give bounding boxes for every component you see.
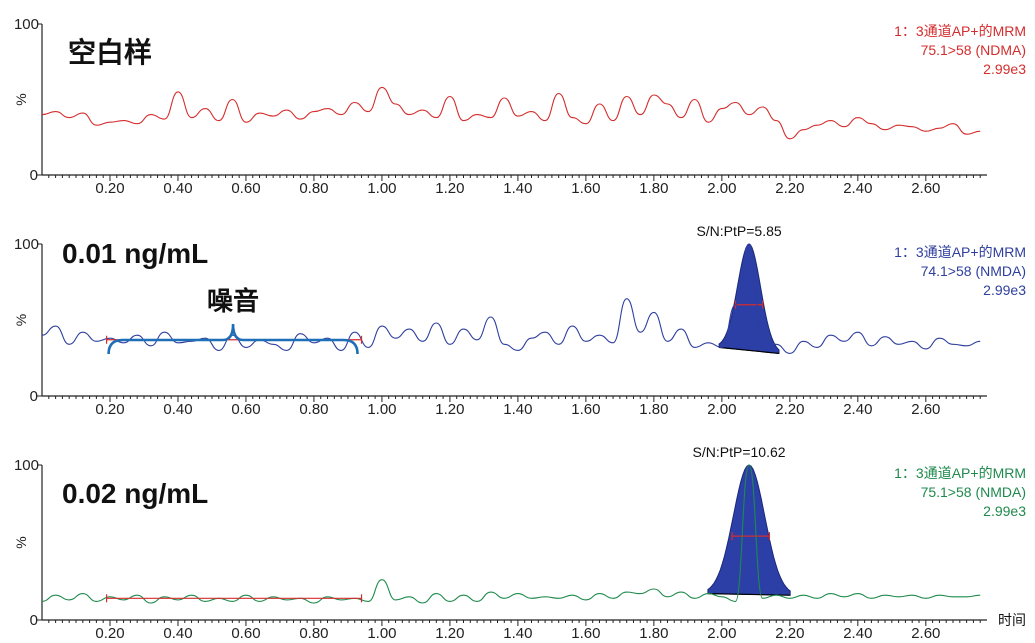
trace-info-line: 1：3通道AP+的MRM [894,465,1026,481]
x-tick-label: 1.20 [435,401,464,418]
x-tick-label: 0.80 [299,625,328,642]
trace-info-line: 2.99e3 [983,61,1026,77]
x-tick-label: 2.60 [911,625,940,642]
y-tick-label: 100 [14,16,39,33]
y-tick-label: 0 [30,612,38,629]
chromatogram-panel-1: 100 0% 0.20 0.40 0.60 0.80 1.00 1.20 1.40 1.60 1.8… [13,16,1026,197]
x-tick-label: 2.20 [775,401,804,418]
x-tick-label: 1.40 [503,180,532,197]
x-tick-label: 2.00 [707,180,736,197]
x-tick-label: 2.60 [911,401,940,418]
x-tick-label: 1.60 [571,401,600,418]
x-tick-label: 0.20 [95,625,124,642]
x-tick-label: 0.60 [231,625,260,642]
x-tick-label: 1.00 [367,401,396,418]
integrated-peak [707,464,791,596]
chromatogram-panel-2: 100 0% 0.20 0.40 0.60 0.80 1.00 1.20 1.40 1.60 1.8… [13,223,1026,418]
trace-info-line: 1：3通道AP+的MRM [894,23,1026,39]
x-tick-label: 1.60 [571,625,600,642]
trace-info-line: 2.99e3 [983,282,1026,298]
y-axis-label: % [13,536,29,548]
x-tick-label: 1.00 [367,180,396,197]
panel-title: 空白样 [68,36,152,68]
x-tick-label: 2.20 [775,180,804,197]
x-tick-label: 1.60 [571,180,600,197]
x-tick-label: 1.80 [639,401,668,418]
x-tick-label: 2.00 [707,401,736,418]
trace-line [41,86,981,140]
x-tick-label: 0.60 [231,401,260,418]
x-tick-label: 0.80 [299,401,328,418]
x-tick-label: 2.20 [775,625,804,642]
x-tick-label: 0.80 [299,180,328,197]
sn-label: S/N:PtP=5.85 [696,223,781,239]
x-tick-label: 2.60 [911,180,940,197]
x-tick-label: 0.40 [163,625,192,642]
trace-info-line: 2.99e3 [983,503,1026,519]
y-tick-label: 0 [30,167,38,184]
sn-label: S/N:PtP=10.62 [693,444,786,460]
noise-brace [107,323,359,355]
x-tick-label: 1.00 [367,625,396,642]
trace-line [41,464,981,604]
x-tick-label: 0.40 [163,401,192,418]
x-tick-label: 2.40 [843,180,872,197]
x-tick-label: 1.80 [639,180,668,197]
x-tick-label: 1.20 [435,625,464,642]
y-tick-label: 100 [14,236,39,253]
x-tick-label: 0.40 [163,180,192,197]
x-tick-label: 0.20 [95,180,124,197]
x-tick-label: 1.40 [503,625,532,642]
panel-title: 0.02 ng/mL [62,478,208,509]
x-tick-label: 2.40 [843,401,872,418]
x-tick-label: 0.60 [231,180,260,197]
trace-info-line: 75.1>58 (NDMA) [921,42,1026,58]
x-tick-label: 1.20 [435,180,464,197]
panel-title: 0.01 ng/mL [62,238,208,269]
y-axis-label: % [13,93,29,105]
y-tick-label: 0 [30,388,38,405]
noise-label: 噪音 [207,286,259,316]
x-axis-title: 时间 [998,612,1026,628]
integrated-peak [718,243,780,354]
trace-info-line: 74.1>58 (NMDA) [921,263,1026,279]
x-tick-label: 0.20 [95,401,124,418]
x-tick-label: 1.80 [639,625,668,642]
y-tick-label: 100 [14,457,39,474]
chromatogram-panel-3: 100 0% 0.20 0.40 0.60 0.80 1.00 1.20 1.40 1.60 1.8… [13,444,1026,642]
x-tick-label: 2.40 [843,625,872,642]
x-tick-label: 2.00 [707,625,736,642]
y-axis-label: % [13,314,29,326]
peak-baseline [719,346,780,355]
trace-info-line: 1：3通道AP+的MRM [894,244,1026,260]
x-tick-label: 1.40 [503,401,532,418]
trace-info-line: 75.1>58 (NMDA) [921,484,1026,500]
